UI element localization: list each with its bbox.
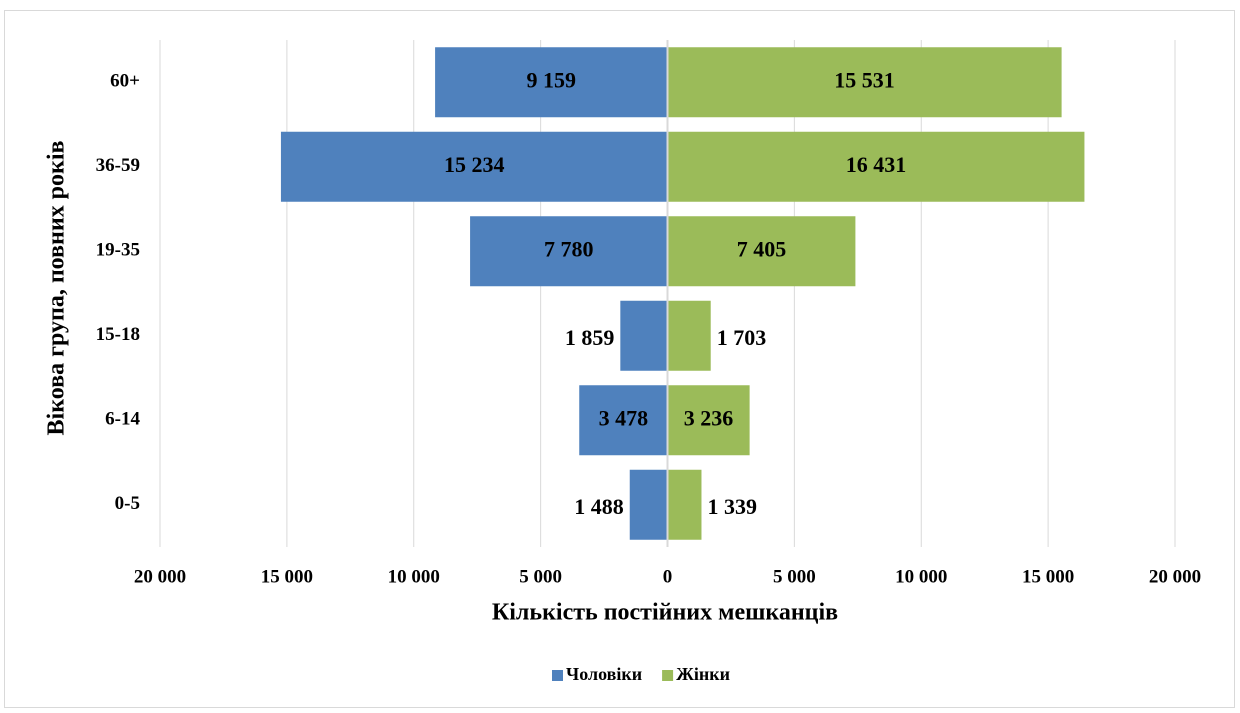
- bar: [667, 469, 702, 540]
- bar: [667, 216, 856, 287]
- y-tick-label: 0-5: [115, 493, 140, 514]
- bar: [667, 47, 1062, 118]
- data-label: 1 339: [707, 494, 757, 519]
- y-tick-label: 36-59: [96, 155, 140, 176]
- bar: [280, 131, 668, 202]
- legend-label: Чоловіки: [566, 664, 642, 684]
- data-label: 1 859: [565, 325, 615, 350]
- x-tick-label: 10 000: [388, 566, 440, 587]
- x-tick-label: 20 000: [134, 566, 186, 587]
- bar: [435, 47, 668, 118]
- bar: [667, 385, 750, 456]
- data-label: 3 478: [599, 405, 649, 430]
- x-tick-label: 5 000: [519, 566, 562, 587]
- data-label: 9 159: [527, 67, 577, 92]
- data-label: 7 780: [544, 236, 594, 261]
- data-label: 7 405: [737, 236, 787, 261]
- x-tick-label: 20 000: [1149, 566, 1201, 587]
- bar: [579, 385, 668, 456]
- data-label: 15 531: [834, 67, 895, 92]
- data-label: 16 431: [846, 152, 907, 177]
- legend-swatch: [662, 670, 674, 681]
- y-tick-label: 60+: [110, 71, 140, 92]
- x-tick-label: 15 000: [261, 566, 313, 587]
- x-tick-label: 15 000: [1022, 566, 1074, 587]
- y-tick-label: 6-14: [105, 409, 140, 430]
- bar: [667, 300, 711, 371]
- y-tick-label: 19-35: [96, 240, 140, 261]
- bar: [620, 300, 668, 371]
- x-tick-label: 10 000: [895, 566, 947, 587]
- bar: [470, 216, 668, 287]
- bar: [629, 469, 668, 540]
- legend-label: Жінки: [676, 664, 730, 684]
- chart-border: [4, 10, 1235, 708]
- x-axis-title: Кількість постійних мешканців: [492, 600, 838, 626]
- data-label: 3 236: [684, 405, 734, 430]
- x-tick-label: 0: [663, 566, 673, 587]
- bar: [667, 131, 1085, 202]
- legend-swatch: [552, 670, 563, 681]
- data-label: 1 488: [574, 494, 624, 519]
- x-tick-label: 5 000: [773, 566, 816, 587]
- y-axis-title: Вікова група, повних років: [44, 140, 70, 435]
- data-label: 15 234: [444, 152, 505, 177]
- data-label: 1 703: [717, 325, 767, 350]
- y-tick-label: 15-18: [96, 324, 140, 345]
